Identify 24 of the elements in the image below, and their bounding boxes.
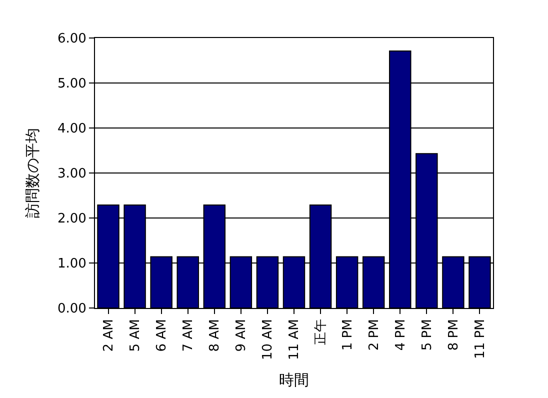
x-tick-label: 正午 bbox=[314, 319, 329, 346]
x-tick-label: 6 AM bbox=[154, 319, 170, 352]
x-axis-title: 時間 bbox=[279, 370, 309, 389]
x-tick-label: 1 PM bbox=[340, 319, 356, 351]
x-tick-label: 8 PM bbox=[446, 319, 462, 351]
x-tick-label: 9 AM bbox=[234, 319, 250, 352]
x-tick-label: 2 PM bbox=[366, 319, 382, 351]
x-tick-label: 5 AM bbox=[128, 319, 144, 352]
x-tick-label: 4 PM bbox=[393, 319, 408, 351]
x-tick-label: 11 AM bbox=[287, 319, 302, 360]
y-tick-label: 4.00 bbox=[57, 122, 86, 137]
y-tick-label: 5.00 bbox=[57, 76, 86, 92]
y-tick-label: 3.00 bbox=[57, 166, 86, 182]
y-axis-title: 訪問数の平均 bbox=[24, 128, 42, 218]
x-tick-label: 11 PM bbox=[472, 319, 488, 359]
x-tick-label: 5 PM bbox=[420, 319, 435, 351]
y-tick-label: 6.00 bbox=[57, 32, 86, 47]
x-tick-label: 8 AM bbox=[208, 319, 223, 352]
x-tick-label: 7 AM bbox=[181, 319, 196, 352]
y-tick-label: 0.00 bbox=[57, 302, 86, 317]
x-tick-label: 10 AM bbox=[260, 319, 276, 360]
y-tick-label: 2.00 bbox=[57, 212, 86, 227]
y-tick-label: 1.00 bbox=[57, 256, 86, 272]
x-tick-label: 2 AM bbox=[101, 319, 116, 352]
